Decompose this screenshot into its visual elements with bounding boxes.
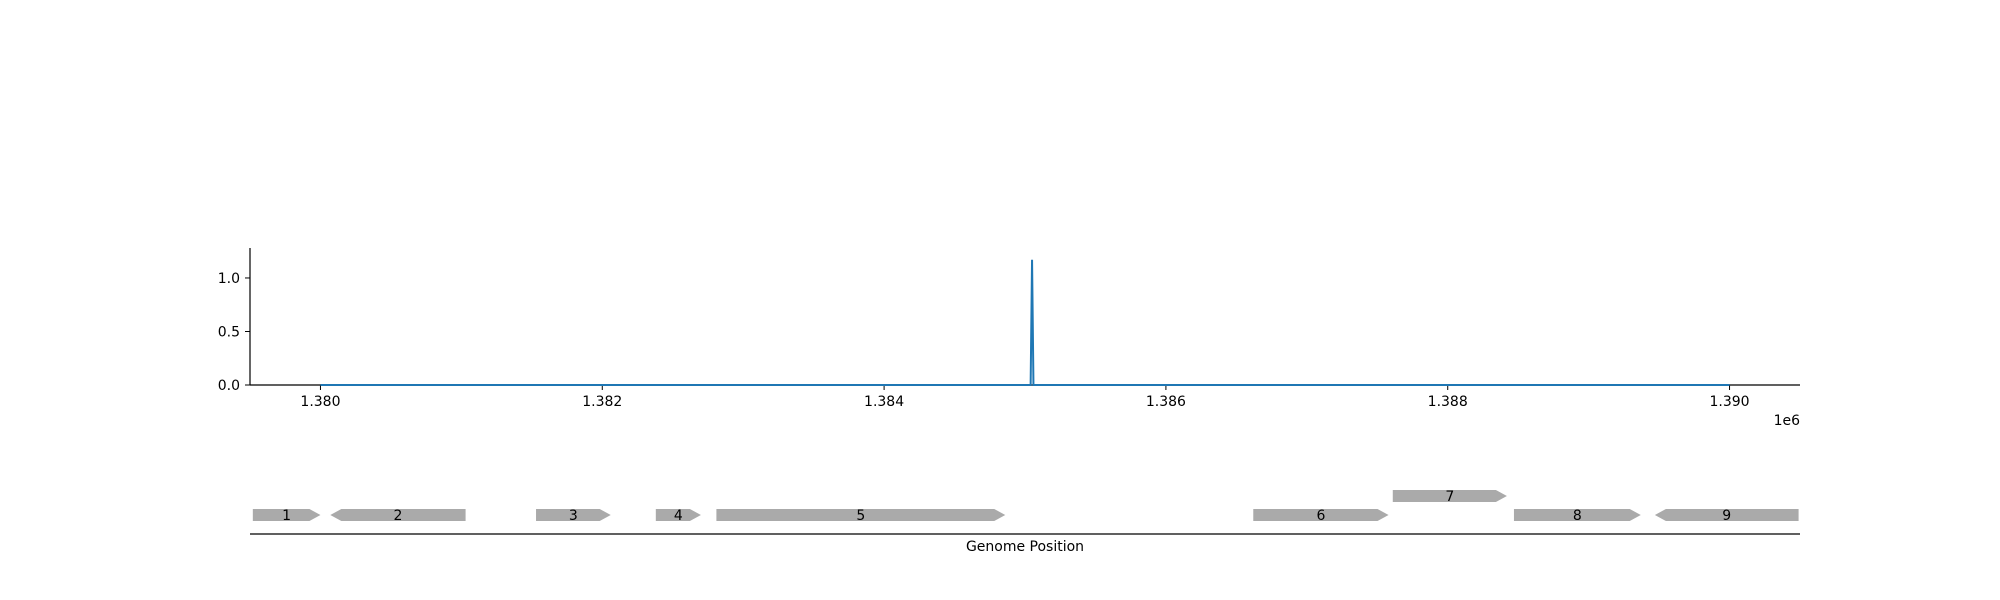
gene-1-arrow (252, 509, 321, 521)
y-tick-label: 1.0 (218, 271, 240, 287)
gene-9-arrow (1654, 509, 1799, 521)
gene-track: 1 2 3 4 5 6 7 8 9 Genome Position (250, 489, 1800, 555)
gene-3-label: 3 (569, 508, 578, 524)
gene-8-label: 8 (1573, 508, 1582, 524)
gene-1-label: 1 (282, 508, 291, 524)
gene-7-label: 7 (1445, 489, 1454, 505)
x-tick-label: 1.386 (1146, 394, 1186, 410)
gene-6-label: 6 (1316, 508, 1325, 524)
gene-3-arrow (536, 509, 611, 521)
gene-4-arrow (655, 509, 701, 521)
x-offset-label: 1e6 (1774, 413, 1801, 429)
gene-2-arrow (330, 509, 466, 521)
x-tick-label: 1.388 (1428, 394, 1468, 410)
gene-4-label: 4 (674, 508, 683, 524)
coverage-line-0 (320, 259, 1730, 386)
gene-7-arrow (1392, 490, 1507, 502)
x-tick-label: 1.380 (300, 394, 340, 410)
gene-2-label: 2 (393, 508, 402, 524)
x-tick-label: 1.390 (1709, 394, 1749, 410)
x-tick-label: 1.382 (582, 394, 622, 410)
gene-5-arrow (716, 509, 1006, 521)
y-tick-label: 0.5 (218, 324, 240, 340)
x-tick-label: 1.384 (864, 394, 904, 410)
gene-8-arrow (1513, 509, 1641, 521)
y-tick-label: 0.0 (218, 378, 240, 394)
x-axis-title: Genome Position (966, 539, 1084, 555)
gene-6-arrow (1253, 509, 1389, 521)
gene-9-label: 9 (1722, 508, 1731, 524)
gene-5-label: 5 (856, 508, 865, 524)
coverage-plot: 0.0 0.5 1.0 1.380 1.382 1.384 1.386 1.388 1.390 1… (218, 248, 1800, 429)
